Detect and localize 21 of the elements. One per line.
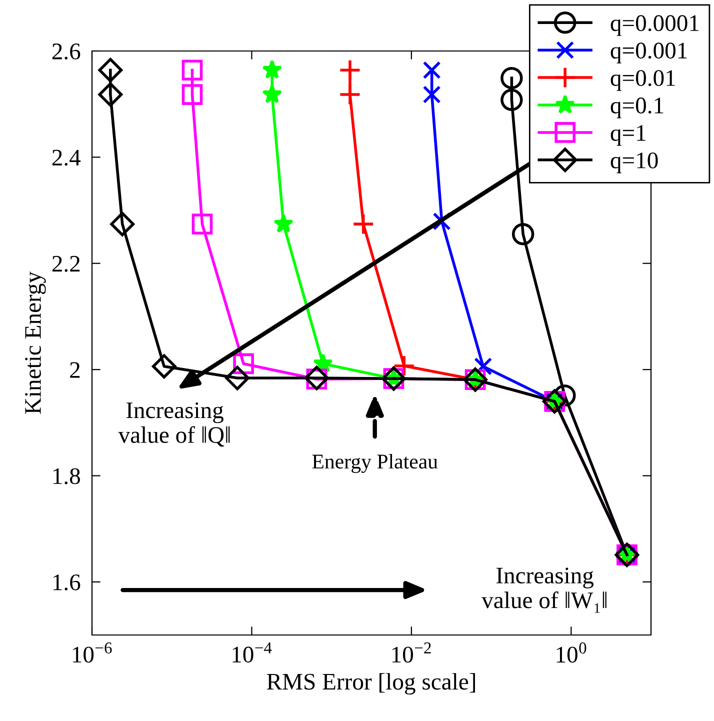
y-tick-label: 2.6: [52, 44, 80, 60]
annotation: Increasing value of ‖Q‖: [118, 402, 230, 447]
y-axis-title: Kinetic Energy: [25, 272, 46, 414]
y-tick-label: 1.8: [53, 468, 80, 484]
annotation: Increasing value of ‖W₁‖: [482, 568, 606, 613]
annotation: Energy Plateau: [312, 454, 438, 473]
x-tick-label: 10$^{−4}$: [232, 642, 272, 663]
legend-label: q=0.1: [610, 98, 664, 118]
legend-label: q=1: [610, 125, 646, 146]
x-tick-label: 10$^{−2}$: [392, 642, 431, 663]
y-tick-label: 2.2: [52, 256, 80, 272]
x-tick-label: 10$^{0}$: [556, 642, 586, 663]
legend-label: q=0.001: [610, 42, 687, 64]
legend-label: q=0.01: [610, 70, 675, 91]
legend-label: q=0.0001: [610, 15, 699, 36]
legend-label: q=10: [610, 152, 658, 174]
y-tick-label: 2: [70, 362, 80, 378]
y-tick-label: 1.6: [53, 574, 80, 590]
x-tick-label: 10$^{−6}$: [72, 642, 112, 663]
x-axis-title: RMS Error [log scale]: [266, 673, 475, 695]
y-tick-label: 2.4: [52, 150, 81, 166]
